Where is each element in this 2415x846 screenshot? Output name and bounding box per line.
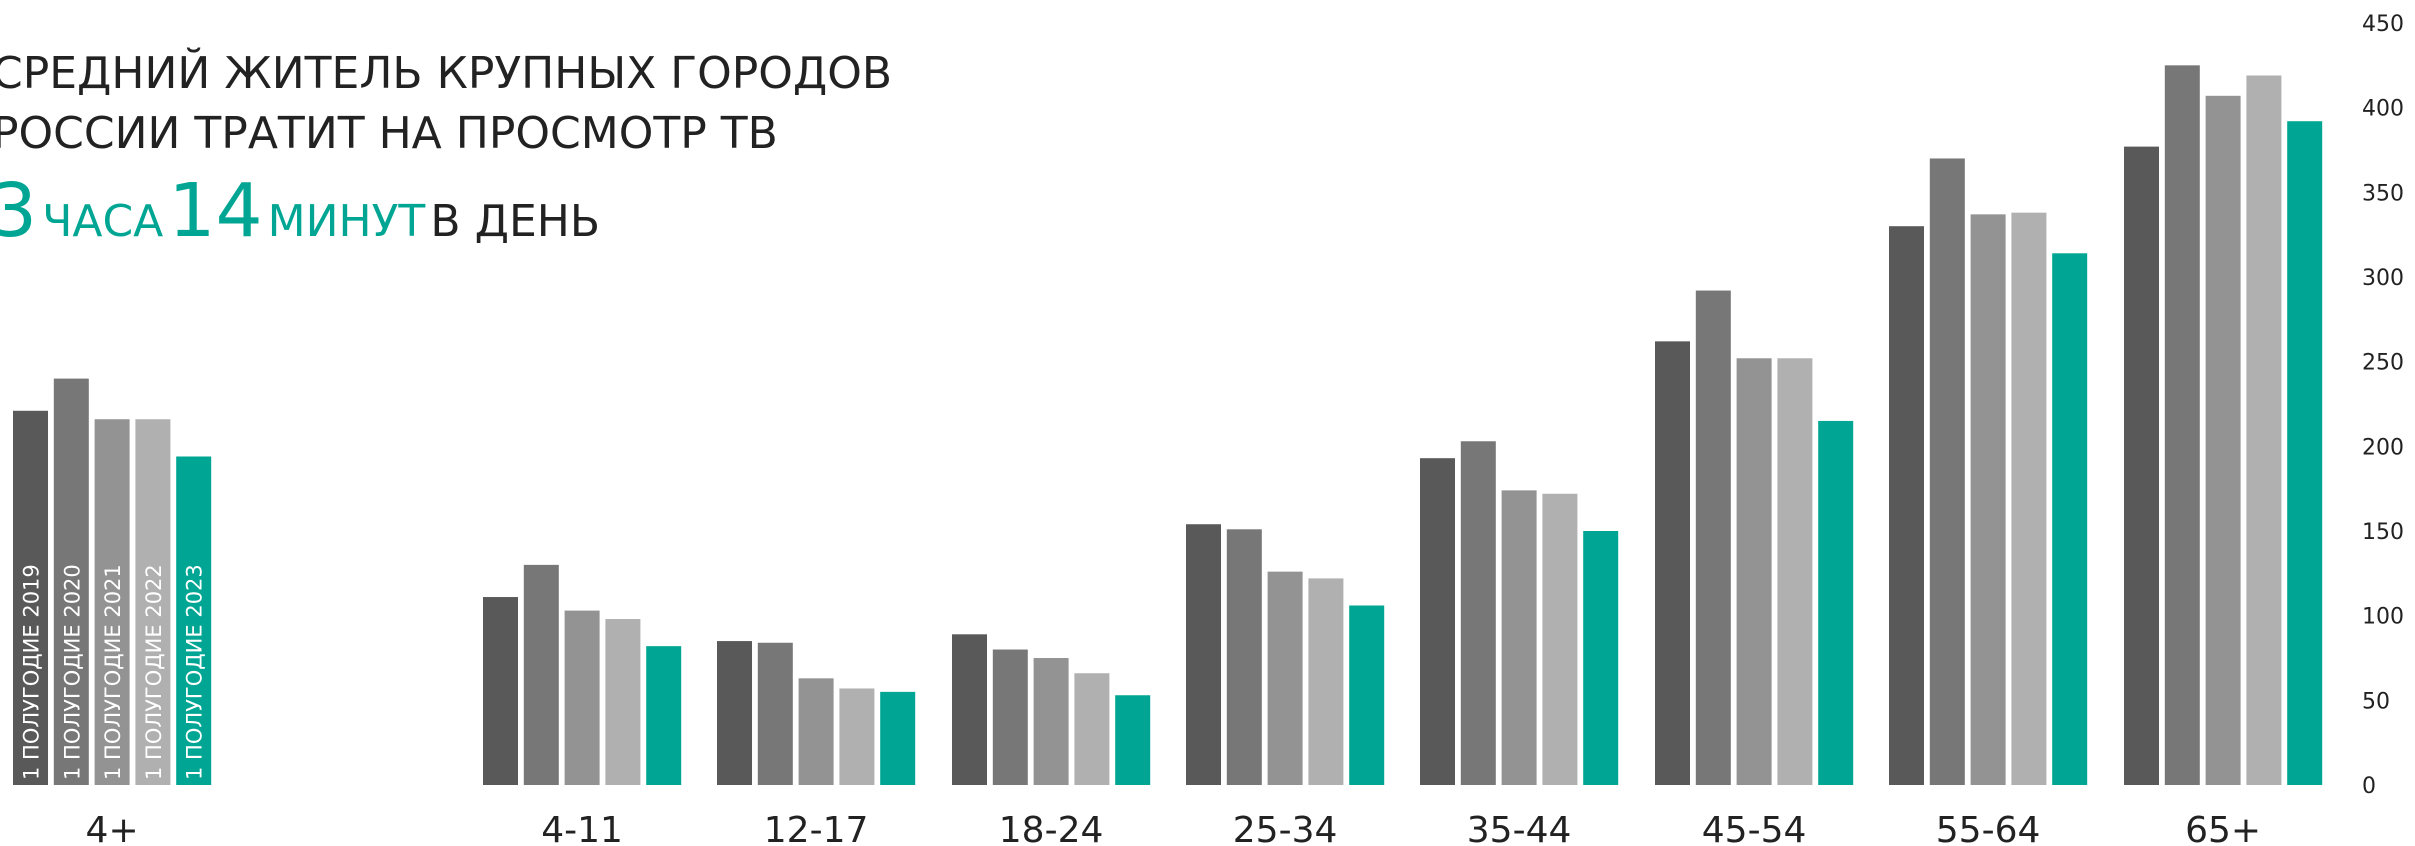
bar-4+-s0 (13, 410, 48, 785)
minutes-value: 14 (168, 168, 263, 254)
title-line-2: РОССИИ ТРАТИТ НА ПРОСМОТР ТВ (0, 108, 778, 159)
bar-12-17-s3 (839, 688, 875, 785)
bar-65+-s1 (2164, 65, 2200, 786)
category-label-4+: 4+ (86, 810, 139, 846)
y-tick-label-400: 400 (2362, 97, 2404, 122)
bar-4+-s1 (53, 378, 89, 785)
category-label-25-34: 25-34 (1233, 810, 1338, 846)
bar-25-34-s0 (1186, 524, 1221, 785)
legend-label-2: 1 ПОЛУГОДИЕ 2021 (101, 564, 125, 780)
bar-18-24-s1 (992, 649, 1028, 785)
y-tick-label-350: 350 (2362, 181, 2404, 206)
bar-55-64-s4 (2052, 253, 2088, 785)
headline-tail: В ДЕНЬ (430, 196, 601, 247)
bar-4-11-s3 (605, 619, 641, 785)
y-tick-label-50: 50 (2362, 689, 2390, 714)
y-tick-label-450: 450 (2362, 12, 2404, 37)
bar-45-54-s3 (1777, 358, 1813, 785)
bar-45-54-s2 (1736, 358, 1772, 785)
bar-18-24-s0 (952, 634, 987, 785)
bar-55-64-s1 (1929, 158, 1965, 785)
bar-35-44-s0 (1420, 458, 1455, 785)
y-tick-label-150: 150 (2362, 520, 2404, 545)
bar-65+-s3 (2246, 75, 2282, 785)
bar-35-44-s1 (1460, 441, 1496, 785)
bar-4-11-s2 (564, 610, 600, 785)
bar-4-11-s0 (483, 597, 518, 785)
bar-18-24-s3 (1074, 673, 1110, 785)
legend-label-4: 1 ПОЛУГОДИЕ 2023 (183, 564, 207, 780)
bar-18-24-s4 (1115, 695, 1151, 785)
category-label-4-11: 4-11 (541, 810, 623, 846)
bar-25-34-s3 (1308, 578, 1344, 785)
bar-12-17-s0 (717, 641, 752, 785)
hours-value: 3 (0, 168, 38, 254)
bar-55-64-s2 (1970, 214, 2006, 785)
title-line-1: СРЕДНИЙ ЖИТЕЛЬ КРУПНЫХ ГОРОДОВ (0, 48, 893, 99)
category-label-18-24: 18-24 (999, 810, 1104, 846)
bar-4+-s2 (94, 419, 130, 785)
bar-4+-s3 (135, 419, 171, 785)
bar-12-17-s1 (757, 642, 793, 785)
y-tick-label-0: 0 (2362, 774, 2376, 799)
minutes-unit: МИНУТ (267, 196, 426, 247)
category-label-65+: 65+ (2185, 810, 2261, 846)
legend-label-3: 1 ПОЛУГОДИЕ 2022 (142, 564, 166, 780)
legend-label-0: 1 ПОЛУГОДИЕ 2019 (20, 564, 44, 780)
y-tick-label-250: 250 (2362, 351, 2404, 376)
bar-55-64-s0 (1889, 226, 1924, 785)
bar-35-44-s4 (1583, 531, 1619, 785)
category-label-45-54: 45-54 (1702, 810, 1807, 846)
headline: 3 ЧАСА 14 МИНУТ В ДЕНЬ (0, 168, 600, 254)
bar-45-54-s4 (1818, 420, 1854, 785)
bar-25-34-s1 (1226, 529, 1262, 785)
bar-4-11-s4 (646, 646, 682, 785)
y-tick-label-300: 300 (2362, 266, 2404, 291)
legend-label-1: 1 ПОЛУГОДИЕ 2020 (60, 564, 84, 780)
bar-12-17-s2 (798, 678, 834, 785)
bar-25-34-s4 (1349, 605, 1385, 785)
hours-unit: ЧАСА (42, 196, 164, 247)
category-label-35-44: 35-44 (1467, 810, 1572, 846)
bar-55-64-s3 (2011, 212, 2047, 786)
category-label-12-17: 12-17 (764, 810, 869, 846)
bar-35-44-s3 (1542, 493, 1578, 785)
bar-35-44-s2 (1501, 490, 1537, 785)
y-tick-label-100: 100 (2362, 605, 2404, 630)
bar-4+-s4 (176, 456, 212, 785)
bar-12-17-s4 (880, 691, 916, 785)
category-label-55-64: 55-64 (1936, 810, 2041, 846)
bar-65+-s0 (2124, 146, 2159, 785)
bar-25-34-s2 (1267, 571, 1303, 785)
y-tick-label-200: 200 (2362, 435, 2404, 460)
bar-18-24-s2 (1033, 658, 1069, 785)
bar-45-54-s0 (1655, 341, 1690, 785)
bar-45-54-s1 (1695, 290, 1731, 785)
bar-4-11-s1 (523, 564, 559, 785)
bar-65+-s4 (2287, 121, 2323, 786)
bar-65+-s2 (2205, 95, 2241, 785)
